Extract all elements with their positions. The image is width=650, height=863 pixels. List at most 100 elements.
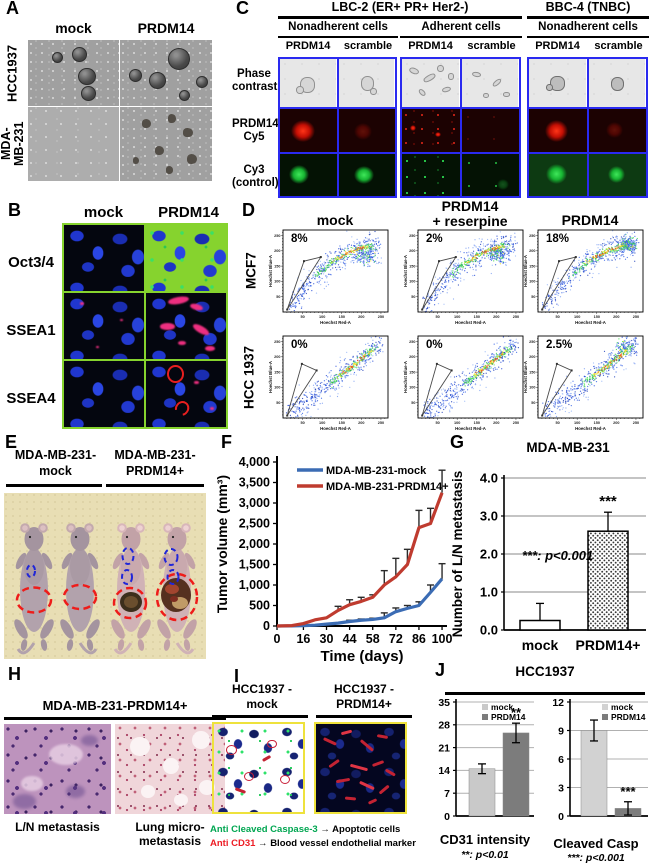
svg-text:150: 150 [409,370,415,374]
decorative-blob [327,758,340,768]
svg-text:150: 150 [474,315,480,319]
decorative-blob [167,295,190,306]
decorative-blob [166,364,184,383]
cd31-caspase-charts: 0714212835**mockPRDM14036912***mockPRDM1… [438,697,648,823]
decorative-blob [267,739,277,748]
cy5-bbc4-scramble [588,109,646,152]
divider [212,715,308,718]
panel-g-title: MDA-MB-231 [526,440,610,455]
divider [278,36,398,38]
decorative-blob [154,146,165,156]
phase-bbc4-scramble [588,59,646,107]
decorative-blob [437,64,445,73]
panel-d: D mock PRDM14 + reserpine PRDM14 MCF7 HC… [230,199,650,434]
decorative-blob [349,763,368,772]
svg-text:Hoechst Blue-A: Hoechst Blue-A [268,361,273,393]
phase-adh-scramble [461,59,519,107]
decorative-blob [178,340,186,346]
panel-j: J HCC1937 0 7 14 21 28 35 ** mock PRDM14 0 3 6 9 12 **… [430,660,650,863]
if-ssea4-prdm14 [146,361,226,427]
panel-c-sub-adherent: Adherent cells [421,21,501,33]
panel-i-label: I [234,666,240,686]
decorative-blob [385,768,397,776]
svg-text:250: 250 [513,421,519,425]
decorative-blob [503,91,511,97]
svg-text:200: 200 [358,421,364,425]
divider [6,484,102,487]
mice-photo [4,493,206,659]
divider [278,16,522,19]
panel-g: G MDA-MB-231 0.0 1.0 2.0 3.0 4.0 mock *** PRDM1… [448,432,650,670]
svg-text:150: 150 [594,421,600,425]
svg-text:50: 50 [435,421,439,425]
svg-text:150: 150 [474,421,480,425]
decorative-blob [261,755,271,763]
svg-text:150: 150 [529,264,535,268]
panel-a-row-hcc1937: HCC1937 [4,44,20,102]
decorative-blob [340,729,352,735]
svg-text:100: 100 [454,421,460,425]
decorative-blob [205,345,215,352]
flow-plot-hcc1937-reserpine: 50 50 100 100 150 150 200 200 250 250 Hoechst Red-… [403,335,524,431]
svg-text:250: 250 [274,234,280,238]
if-ssea4-mock [64,361,144,427]
divider [4,717,226,720]
svg-text:50: 50 [411,295,415,299]
decorative-blob [167,47,191,70]
gate-percent-0: 8% [291,233,308,245]
cy3-nonadh-scramble [338,154,395,196]
panel-b: B mock PRDM14 Oct3/4 SSEA1 SSEA4 [0,196,230,434]
svg-text:100: 100 [319,315,325,319]
svg-text:250: 250 [529,234,535,238]
decorative-blob [192,731,210,750]
microscopy-mda-mock [28,107,119,181]
decorative-blob [196,75,209,88]
panel-a: A mock PRDM14 HCC1937 MDA- MB-231 [0,0,230,196]
svg-text:100: 100 [409,386,415,390]
panel-d-row-hcc1937: HCC 1937 [241,345,257,409]
svg-text:200: 200 [529,355,535,359]
cy3-adh-prdm14 [402,154,460,196]
panel-e: E MDA-MB-231- mock MDA-MB-231- PRDM14+ [0,432,213,664]
decorative-blob [178,90,191,102]
decorative-blob [410,125,416,131]
decorative-blob [345,796,357,801]
decorative-blob [142,118,152,128]
decorative-blob [360,76,375,91]
panel-c-col-0: PRDM14 [285,40,331,52]
if-oct34-mock [64,225,144,291]
svg-text:Hoechst Red-A: Hoechst Red-A [320,320,351,325]
legend-term-cd31: Anti CD31 [210,838,256,849]
decorative-blob [422,72,437,84]
decorative-blob [545,83,554,92]
svg-text:150: 150 [594,315,600,319]
flow-plot-mcf7-reserpine: 50 50 100 100 150 150 200 200 250 250 Hoechst Red-… [403,229,524,325]
legend-term-caspase: Anti Cleaved Caspase-3 [210,824,318,835]
panel-h: H MDA-MB-231-PRDM14+ L/N metastasis Lung… [0,664,230,863]
panel-c-col-3: scramble [467,40,516,52]
if-ssea1-prdm14 [146,293,226,359]
panel-e-col-mock: MDA-MB-231- mock [14,448,97,479]
decorative-blob [336,778,351,784]
svg-text:Hoechst Blue-A: Hoechst Blue-A [523,361,528,393]
panel-h-caption-ln: L/N metastasis [15,820,100,834]
decorative-blob [174,794,188,806]
decorative-blob [441,85,452,94]
decorative-blob [187,154,198,164]
svg-text:200: 200 [358,315,364,319]
panel-a-label: A [6,0,19,18]
panel-b-row-oct34: Oct3/4 [8,254,54,271]
panel-f-label: F [221,432,232,452]
panel-j-note-cd31: **: p<0.01 [461,849,509,861]
decorative-blob [448,73,455,80]
svg-text:150: 150 [529,370,535,374]
panel-b-label: B [8,200,21,220]
svg-text:150: 150 [409,264,415,268]
panel-c-col-5: scramble [594,40,643,52]
decorative-blob [358,780,375,790]
svg-text:50: 50 [531,401,535,405]
panel-c-group-bbc4: BBC-4 (TNBC) [545,0,631,14]
decorative-blob [371,759,385,767]
decorative-blob [80,86,97,102]
panel-i-legend-cd31: Anti CD31 → Blood vessel endothelial mar… [210,838,438,849]
